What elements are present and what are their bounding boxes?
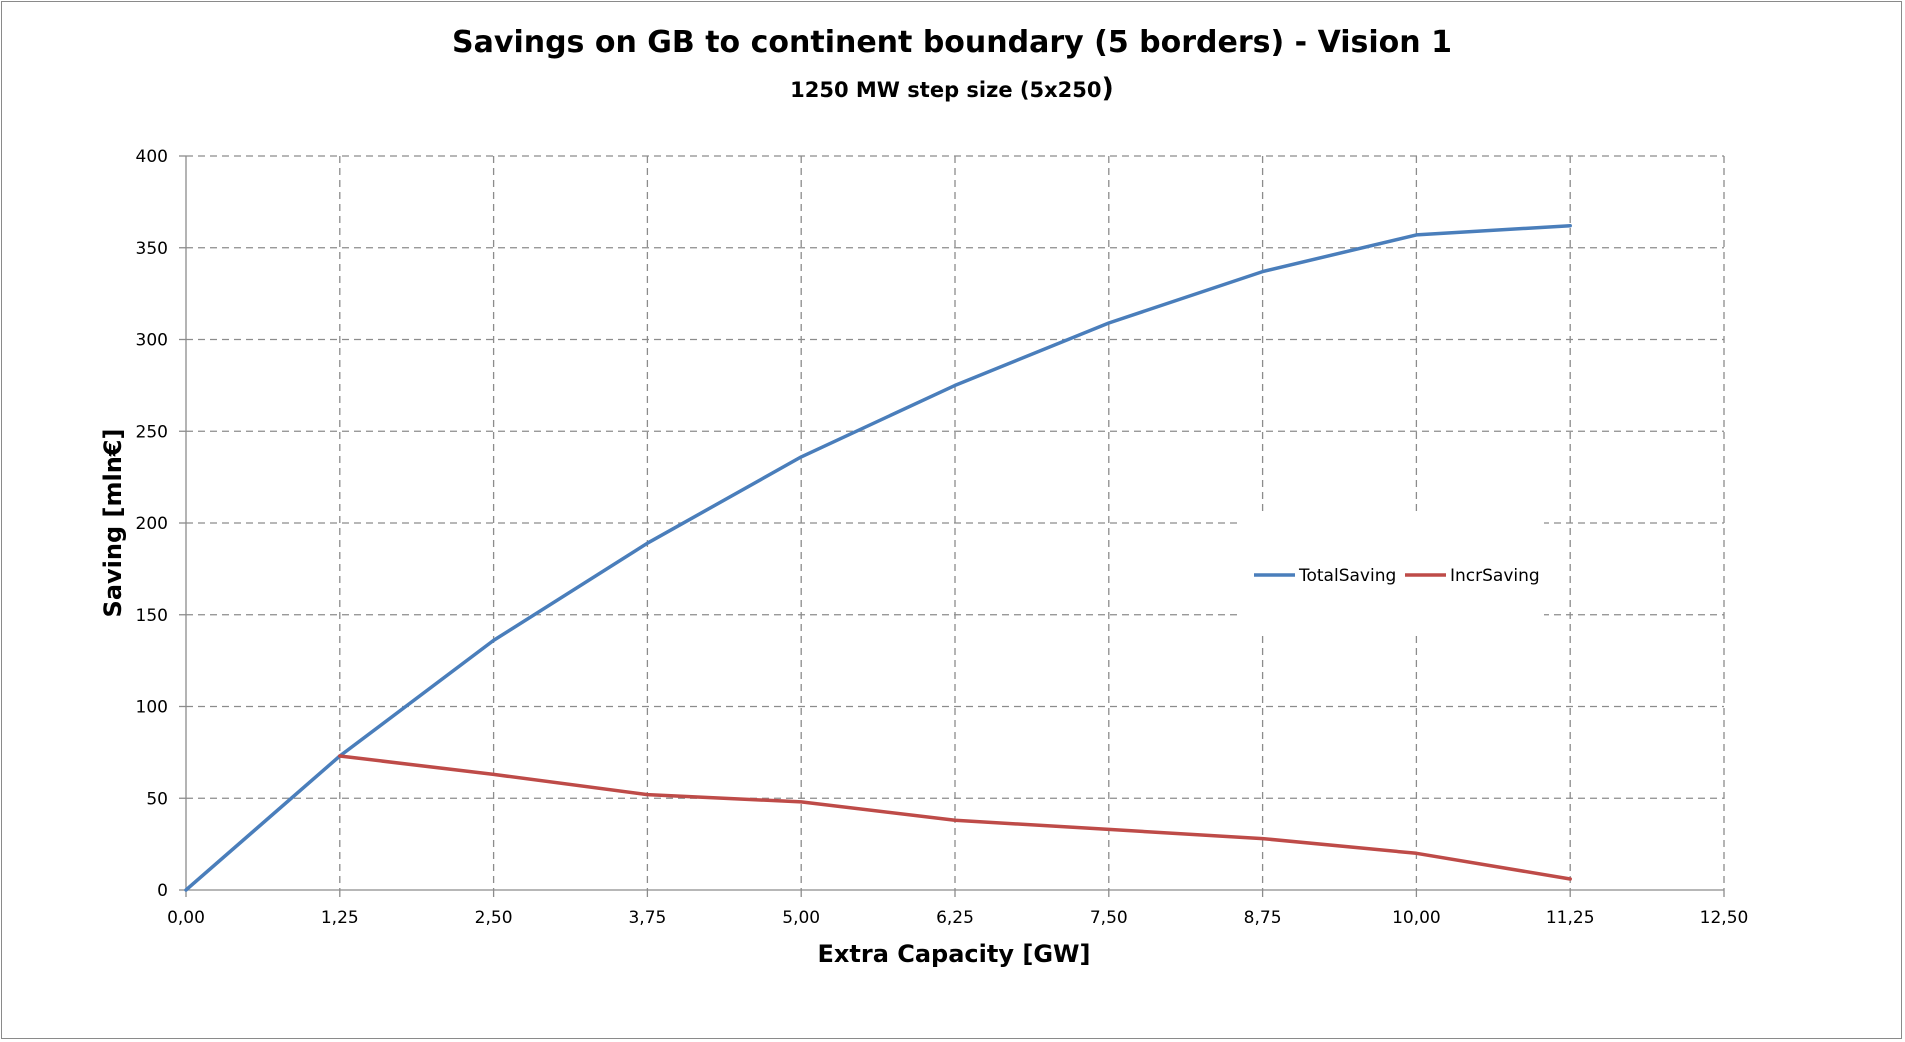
x-tick-label: 10,00 — [1392, 908, 1441, 928]
series-lines — [184, 223, 1572, 892]
chart-subtitle-main: 1250 MW step size (5x250 — [790, 78, 1101, 102]
axes — [179, 155, 1725, 897]
gridlines — [186, 155, 1725, 890]
y-tick-label: 300 — [136, 331, 168, 351]
x-tick-label: 8,75 — [1244, 908, 1282, 928]
x-tick-label: 12,50 — [1700, 908, 1749, 928]
y-tick-label: 400 — [136, 147, 168, 167]
x-tick-label: 2,50 — [475, 908, 513, 928]
y-axis-title: Saving [mln€] — [99, 429, 127, 618]
y-tick-label: 150 — [136, 606, 168, 626]
legend-label-incrsaving: IncrSaving — [1450, 566, 1540, 586]
y-tick-label: 350 — [136, 239, 168, 259]
y-tick-label: 0 — [157, 881, 168, 901]
legend-label-totalsaving: TotalSaving — [1298, 566, 1396, 586]
series-line-incrsaving — [338, 754, 1572, 881]
legend: TotalSaving IncrSaving — [1242, 512, 1544, 636]
y-tick-label: 250 — [136, 422, 168, 442]
x-axis-title: Extra Capacity [GW] — [818, 940, 1091, 968]
x-tick-label: 6,25 — [936, 908, 974, 928]
chart-title: Savings on GB to continent boundary (5 b… — [452, 25, 1452, 60]
x-tick-label: 0,00 — [167, 908, 205, 928]
x-tick-label: 11,25 — [1546, 908, 1595, 928]
chart-subtitle: 1250 MW step size (5x250) — [790, 73, 1114, 104]
series-line-totalsaving — [184, 223, 1572, 892]
x-tick-label: 1,25 — [321, 908, 359, 928]
x-tick-label: 7,50 — [1090, 908, 1128, 928]
chart-subtitle-paren: ) — [1101, 73, 1113, 104]
x-tick-label: 5,00 — [782, 908, 820, 928]
y-tick-label: 100 — [136, 698, 168, 718]
x-tick-label: 3,75 — [628, 908, 666, 928]
tick-labels: 0 50 100 150 200 250 300 350 400 0,00 1,25 2,50 3,75… — [136, 147, 1749, 928]
y-tick-label: 200 — [136, 514, 168, 534]
y-tick-label: 50 — [146, 789, 168, 809]
